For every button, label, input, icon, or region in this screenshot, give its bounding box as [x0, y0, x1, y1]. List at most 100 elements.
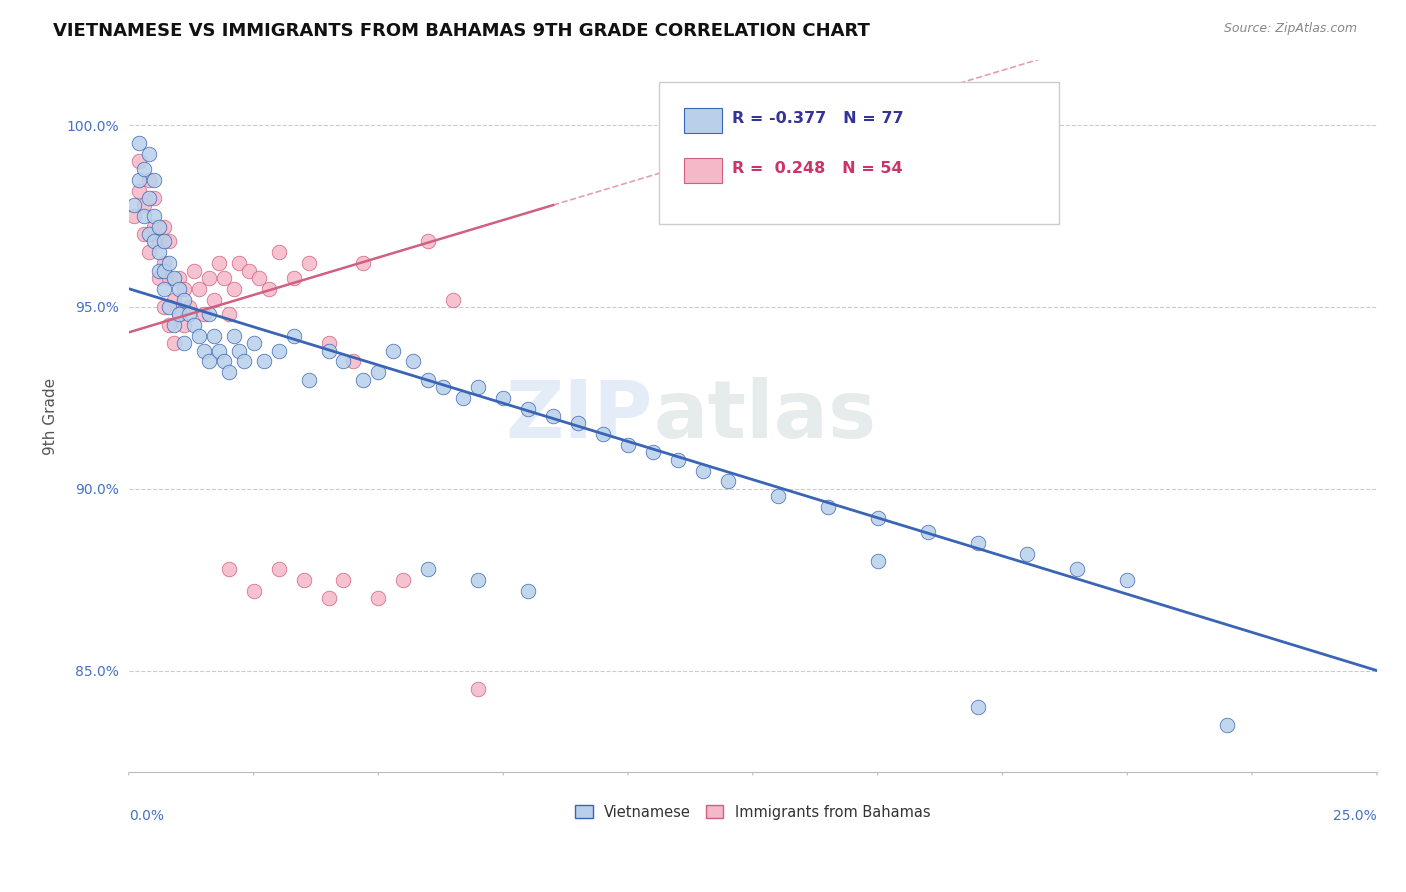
Point	[163, 336, 186, 351]
Text: Source: ZipAtlas.com: Source: ZipAtlas.com	[1223, 22, 1357, 36]
Point	[167, 307, 190, 321]
Point	[641, 445, 664, 459]
Point	[208, 343, 231, 358]
Point	[187, 282, 209, 296]
Point	[318, 591, 340, 605]
Point	[1116, 573, 1139, 587]
Point	[228, 343, 250, 358]
Point	[467, 380, 489, 394]
Point	[1066, 562, 1088, 576]
Point	[228, 256, 250, 270]
Point	[138, 227, 160, 242]
Point	[218, 562, 240, 576]
Point	[332, 354, 354, 368]
Y-axis label: 9th Grade: 9th Grade	[44, 377, 58, 455]
Point	[267, 343, 290, 358]
Point	[283, 270, 305, 285]
Point	[163, 318, 186, 332]
Point	[402, 354, 425, 368]
Point	[212, 270, 235, 285]
Text: ZIP: ZIP	[506, 377, 652, 455]
Point	[367, 365, 389, 379]
Point	[157, 318, 180, 332]
Point	[252, 354, 274, 368]
Point	[766, 489, 789, 503]
Point	[666, 452, 689, 467]
Point	[692, 464, 714, 478]
Point	[128, 184, 150, 198]
Point	[257, 282, 280, 296]
Legend: Vietnamese, Immigrants from Bahamas: Vietnamese, Immigrants from Bahamas	[569, 799, 936, 826]
Point	[157, 235, 180, 249]
Text: 0.0%: 0.0%	[129, 809, 165, 822]
Point	[267, 562, 290, 576]
Point	[418, 562, 440, 576]
Point	[152, 263, 174, 277]
Point	[567, 417, 589, 431]
Point	[283, 329, 305, 343]
Point	[318, 343, 340, 358]
Text: atlas: atlas	[652, 377, 876, 455]
Point	[332, 573, 354, 587]
Point	[142, 235, 165, 249]
Point	[352, 256, 374, 270]
Bar	[685, 158, 721, 183]
Point	[297, 256, 319, 270]
Point	[128, 136, 150, 151]
Point	[148, 219, 170, 234]
Point	[187, 329, 209, 343]
Point	[367, 591, 389, 605]
Point	[432, 380, 454, 394]
Point	[177, 307, 200, 321]
Point	[148, 245, 170, 260]
Point	[441, 293, 464, 307]
Point	[242, 583, 264, 598]
Bar	[685, 108, 721, 133]
Point	[218, 307, 240, 321]
Point	[142, 191, 165, 205]
Point	[517, 583, 540, 598]
Point	[238, 263, 260, 277]
Point	[966, 700, 988, 714]
Point	[132, 227, 155, 242]
Point	[157, 300, 180, 314]
Point	[138, 191, 160, 205]
Point	[183, 263, 205, 277]
Point	[157, 270, 180, 285]
Point	[152, 300, 174, 314]
Point	[592, 427, 614, 442]
Point	[197, 307, 219, 321]
Point	[247, 270, 270, 285]
Point	[152, 219, 174, 234]
Point	[132, 161, 155, 176]
Point	[167, 282, 190, 296]
Point	[202, 329, 225, 343]
Point	[202, 293, 225, 307]
Point	[157, 256, 180, 270]
Point	[122, 198, 145, 212]
Point	[222, 329, 245, 343]
Point	[167, 307, 190, 321]
Point	[197, 270, 219, 285]
Text: R = -0.377   N = 77: R = -0.377 N = 77	[731, 112, 903, 127]
Point	[492, 391, 515, 405]
Point	[222, 282, 245, 296]
Point	[138, 147, 160, 161]
Point	[917, 525, 939, 540]
Point	[122, 209, 145, 223]
Point	[128, 172, 150, 186]
Point	[163, 270, 186, 285]
Point	[242, 336, 264, 351]
Point	[382, 343, 405, 358]
Point	[163, 293, 186, 307]
Point	[453, 391, 475, 405]
FancyBboxPatch shape	[659, 82, 1059, 224]
Point	[418, 235, 440, 249]
Text: R =  0.248   N = 54: R = 0.248 N = 54	[731, 161, 903, 176]
Point	[297, 373, 319, 387]
Point	[866, 511, 889, 525]
Point	[193, 343, 215, 358]
Point	[866, 554, 889, 568]
Point	[267, 245, 290, 260]
Point	[467, 573, 489, 587]
